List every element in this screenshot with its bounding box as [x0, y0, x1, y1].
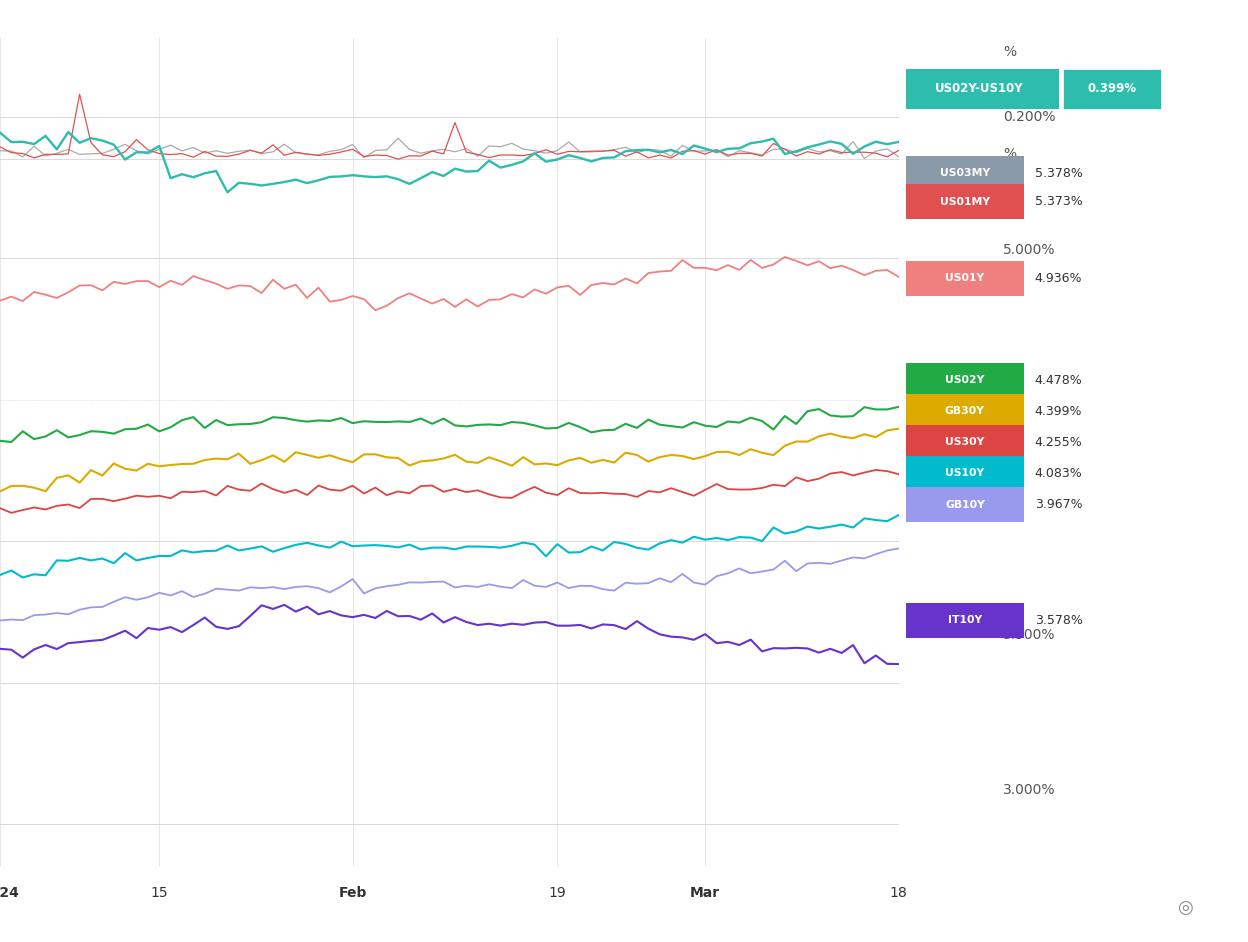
Text: 4.399%: 4.399% [1035, 405, 1082, 417]
Text: 19: 19 [548, 886, 567, 901]
Text: 3.967%: 3.967% [1035, 498, 1082, 511]
Text: 4.478%: 4.478% [1035, 374, 1082, 386]
Text: 0.200%: 0.200% [1003, 110, 1056, 124]
Bar [906, 456, 1025, 491]
Bar [906, 69, 1060, 108]
Text: US01MY: US01MY [940, 197, 990, 207]
Text: 3.578%: 3.578% [1035, 614, 1083, 627]
Bar [906, 394, 1025, 429]
Text: ◎: ◎ [1177, 899, 1193, 918]
Bar [906, 261, 1025, 296]
Text: %: % [1003, 147, 1017, 161]
Text: 3.000%: 3.000% [1003, 783, 1056, 797]
Bar [906, 185, 1025, 219]
Text: 4.255%: 4.255% [1035, 436, 1082, 448]
Text: US01Y: US01Y [945, 273, 985, 284]
Text: Feb: Feb [338, 886, 367, 901]
Text: GB30Y: GB30Y [945, 406, 985, 416]
Text: 5.378%: 5.378% [1035, 167, 1083, 180]
Text: 5.000%: 5.000% [1003, 243, 1056, 257]
Text: IT10Y: IT10Y [947, 615, 982, 625]
Text: US02Y-US10Y: US02Y-US10Y [935, 82, 1023, 95]
Text: US03MY: US03MY [940, 169, 990, 178]
Text: 15: 15 [151, 886, 168, 901]
Text: 4.083%: 4.083% [1035, 467, 1082, 479]
Text: US30Y: US30Y [945, 437, 985, 447]
Bar [906, 425, 1025, 460]
Text: 5.373%: 5.373% [1035, 195, 1082, 208]
Text: GB10Y: GB10Y [945, 499, 985, 510]
Bar [1063, 69, 1161, 108]
Text: Mar: Mar [690, 886, 720, 901]
Text: 4.936%: 4.936% [1035, 271, 1082, 284]
Text: 3.500%: 3.500% [1003, 627, 1056, 642]
Bar [906, 363, 1025, 398]
Text: US02Y: US02Y [945, 375, 985, 385]
Text: 0.399%: 0.399% [1087, 82, 1136, 95]
Text: 18: 18 [890, 886, 907, 901]
Bar [906, 156, 1025, 191]
Bar [906, 603, 1025, 638]
Bar [906, 487, 1025, 522]
Text: US10Y: US10Y [945, 468, 985, 479]
Text: 2024: 2024 [0, 886, 20, 901]
Text: %: % [1003, 45, 1017, 58]
